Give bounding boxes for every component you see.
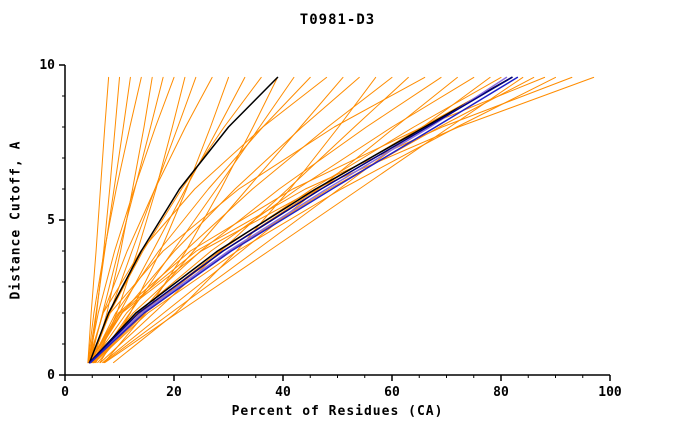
series-line-orange-curve-30 <box>104 76 524 364</box>
chart-title: T0981-D3 <box>299 12 376 28</box>
series-line-orange-curve-35 <box>89 76 595 364</box>
x-axis-label: Percent of Residues (CA) <box>231 404 444 419</box>
series-line-orange-curve-07 <box>87 76 175 364</box>
series-line-orange-curve-01 <box>87 76 110 364</box>
series-line-orange-curve-26 <box>92 76 475 364</box>
y-tick-label: 0 <box>47 368 55 383</box>
y-tick-label: 10 <box>39 58 55 73</box>
series-line-orange-curve-15 <box>95 76 295 364</box>
series-line-orange-curve-03 <box>87 76 131 364</box>
y-tick-label: 5 <box>47 213 55 228</box>
x-tick-label: 100 <box>598 385 622 400</box>
series-line-black-curve-02 <box>88 76 513 364</box>
series-line-orange-curve-02 <box>89 76 120 364</box>
x-tick-label: 40 <box>275 385 291 400</box>
series-line-orange-curve-33 <box>93 76 556 364</box>
x-tick-label: 20 <box>166 385 182 400</box>
series-line-navy-curve-01 <box>88 76 513 364</box>
x-tick-label: 80 <box>493 385 509 400</box>
series-line-orange-curve-23 <box>87 76 426 364</box>
series-line-orange-curve-04 <box>87 76 142 364</box>
series-line-orange-curve-11 <box>99 76 229 364</box>
series-line-black-curve-01 <box>88 76 279 364</box>
x-tick-label: 60 <box>384 385 400 400</box>
series-line-orange-curve-17 <box>87 76 328 364</box>
series-line-orange-curve-16 <box>90 76 311 364</box>
series-line-blue-curve-01 <box>89 76 519 364</box>
series-line-orange-curve-31 <box>93 76 535 364</box>
x-tick-label: 0 <box>61 385 69 400</box>
series-line-orange-curve-34 <box>88 76 573 364</box>
series-line-orange-curve-27 <box>103 76 491 364</box>
series-line-orange-curve-29 <box>92 76 513 364</box>
series-line-orange-curve-21 <box>91 76 393 364</box>
series-line-orange-curve-19 <box>90 76 360 364</box>
series-line-orange-curve-24 <box>91 76 442 364</box>
